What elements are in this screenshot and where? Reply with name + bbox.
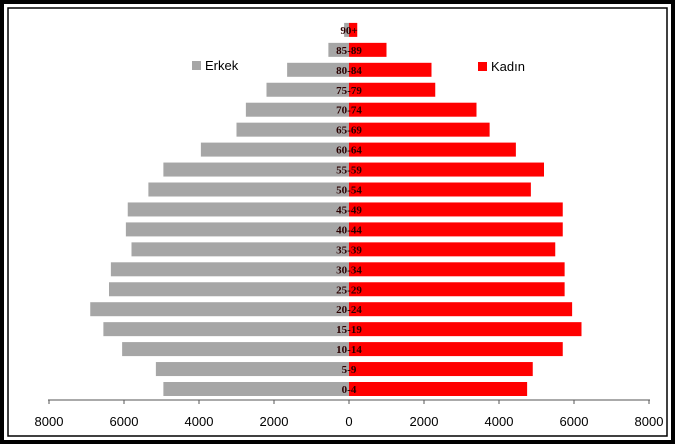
age-label-40-44: 40-44 — [336, 224, 362, 236]
x-tick-label: 6000 — [560, 414, 589, 429]
age-label-0-4: 0-4 — [342, 384, 357, 396]
age-label-55-59: 55-59 — [336, 165, 362, 177]
x-tick-label: 0 — [345, 414, 352, 429]
x-axis-ticks: 8000 6000 4000 2000 0 2000 4000 6000 8000 — [35, 400, 664, 429]
bar-kadin-0-4 — [349, 382, 528, 396]
x-tick-label: 6000 — [110, 414, 139, 429]
age-label-10-14: 10-14 — [336, 344, 362, 356]
bar-kadin-25-29 — [349, 282, 565, 297]
bar-erkek-70-74 — [245, 102, 349, 117]
bar-kadin-65-69 — [349, 122, 490, 137]
bar-erkek-45-49 — [127, 202, 349, 217]
bar-erkek-50-54 — [148, 182, 349, 197]
bar-kadin-55-59 — [349, 162, 544, 177]
bars-group — [90, 22, 582, 396]
x-tick-label: 4000 — [485, 414, 514, 429]
legend-label-kadin: Kadın — [491, 59, 525, 74]
age-label-65-69: 65-69 — [336, 125, 362, 137]
age-label-25-29: 25-29 — [336, 284, 362, 296]
bar-erkek-0-4 — [163, 382, 349, 396]
age-label-5-9: 5-9 — [342, 364, 357, 376]
bar-kadin-15-19 — [349, 322, 582, 337]
age-label-90+: 90+ — [340, 25, 357, 37]
bar-kadin-5-9 — [349, 362, 533, 377]
bar-erkek-30-34 — [110, 262, 349, 277]
bar-erkek-35-39 — [131, 242, 349, 257]
bar-kadin-20-24 — [349, 302, 573, 317]
bar-kadin-75-79 — [349, 82, 436, 97]
bar-erkek-25-29 — [109, 282, 349, 297]
legend-swatch-kadin — [478, 62, 487, 71]
legend-swatch-erkek — [192, 61, 201, 70]
bar-erkek-65-69 — [236, 122, 349, 137]
age-labels-group: 0-4 5-9 10-14 15-19 20-24 25-29 30-34 35-39 40-4… — [336, 25, 362, 396]
bar-erkek-80-84 — [287, 62, 349, 77]
age-label-80-84: 80-84 — [336, 65, 362, 77]
bar-kadin-30-34 — [349, 262, 565, 277]
inner-frame — [7, 7, 668, 437]
age-label-75-79: 75-79 — [336, 85, 362, 97]
bar-kadin-85-89 — [349, 42, 387, 57]
age-label-85-89: 85-89 — [336, 45, 362, 57]
bar-erkek-40-44 — [125, 222, 349, 237]
age-label-70-74: 70-74 — [336, 105, 362, 117]
age-label-30-34: 30-34 — [336, 264, 362, 276]
bar-kadin-70-74 — [349, 102, 477, 117]
bar-kadin-45-49 — [349, 202, 563, 217]
legend: Erkek Kadın — [192, 58, 525, 74]
age-label-50-54: 50-54 — [336, 185, 362, 197]
bar-erkek-85-89 — [328, 42, 349, 57]
age-label-20-24: 20-24 — [336, 304, 362, 316]
bar-erkek-60-64 — [200, 142, 349, 157]
bar-erkek-55-59 — [163, 162, 349, 177]
bar-kadin-80-84 — [349, 62, 432, 77]
bar-kadin-35-39 — [349, 242, 556, 257]
age-label-60-64: 60-64 — [336, 145, 362, 157]
bar-kadin-50-54 — [349, 182, 531, 197]
bar-kadin-60-64 — [349, 142, 516, 157]
age-label-45-49: 45-49 — [336, 204, 362, 216]
x-tick-label: 8000 — [35, 414, 64, 429]
age-label-35-39: 35-39 — [336, 244, 362, 256]
age-label-15-19: 15-19 — [336, 324, 362, 336]
bar-kadin-90+ — [349, 22, 358, 37]
bar-erkek-5-9 — [155, 362, 349, 377]
bar-erkek-75-79 — [266, 82, 349, 97]
bar-erkek-20-24 — [90, 302, 349, 317]
x-tick-label: 4000 — [185, 414, 214, 429]
bar-erkek-10-14 — [122, 342, 349, 357]
bar-kadin-10-14 — [349, 342, 563, 357]
bar-erkek-15-19 — [103, 322, 349, 337]
bar-erkek-90+ — [344, 22, 349, 37]
x-tick-label: 2000 — [260, 414, 289, 429]
x-tick-label: 8000 — [635, 414, 664, 429]
legend-label-erkek: Erkek — [205, 58, 239, 73]
bar-kadin-40-44 — [349, 222, 563, 237]
x-tick-label: 2000 — [410, 414, 439, 429]
